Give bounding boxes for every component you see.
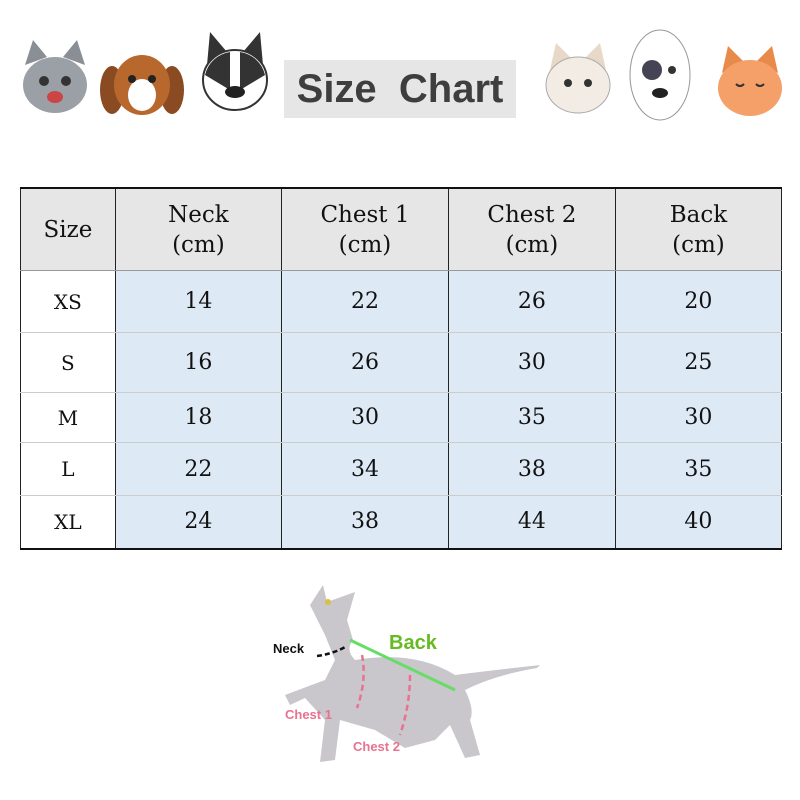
cartoon-pets-left bbox=[23, 32, 268, 115]
back-measure-line bbox=[349, 638, 456, 692]
chest-1-measure-line bbox=[355, 654, 365, 709]
cartoon-pets-right bbox=[545, 29, 782, 121]
table-header-row: Size Neck (cm) Chest 1 (cm) Chest 2 (cm)… bbox=[20, 187, 783, 271]
label-back: Back bbox=[389, 632, 438, 654]
cell-size: XS bbox=[20, 270, 116, 333]
pet-cartoon-banner bbox=[23, 29, 782, 121]
cell-chest-1: 30 bbox=[280, 392, 449, 443]
cell-chest-1: 26 bbox=[280, 332, 449, 393]
cell-chest-2: 30 bbox=[447, 332, 616, 393]
cell-back: 35 bbox=[614, 442, 783, 496]
cell-chest-2: 44 bbox=[447, 495, 616, 550]
cell-chest-2: 26 bbox=[447, 270, 616, 333]
cell-neck: 22 bbox=[114, 442, 282, 496]
cell-neck: 18 bbox=[114, 392, 282, 443]
size-chart-table: Size Neck (cm) Chest 1 (cm) Chest 2 (cm)… bbox=[20, 187, 783, 550]
cell-neck: 16 bbox=[114, 332, 282, 393]
label-neck: Neck bbox=[273, 641, 305, 656]
cell-chest-1: 38 bbox=[280, 495, 449, 550]
page-title: Size Chart bbox=[284, 60, 516, 118]
header-size: Size bbox=[20, 187, 116, 271]
chest-2-measure-line bbox=[398, 674, 412, 736]
cell-size: S bbox=[20, 332, 116, 393]
cell-size: M bbox=[20, 392, 116, 443]
header-chest-1: Chest 1 (cm) bbox=[280, 187, 449, 271]
neck-measure-line bbox=[316, 644, 348, 658]
cell-size: XL bbox=[20, 495, 116, 550]
table-row: XL 24 38 44 40 bbox=[20, 495, 783, 550]
cell-size: L bbox=[20, 442, 116, 496]
cell-back: 20 bbox=[614, 270, 783, 333]
cell-back: 30 bbox=[614, 392, 783, 443]
header-neck: Neck (cm) bbox=[114, 187, 282, 271]
header-chest-2: Chest 2 (cm) bbox=[447, 187, 616, 271]
label-chest-1: Chest 1 bbox=[285, 707, 332, 722]
cell-neck: 24 bbox=[114, 495, 282, 550]
cat-measurement-diagram: Neck Back Chest 1 Chest 2 bbox=[273, 585, 540, 762]
table-row: L 22 34 38 35 bbox=[20, 442, 783, 496]
cell-neck: 14 bbox=[114, 270, 282, 333]
cell-chest-2: 35 bbox=[447, 392, 616, 443]
table-row: M 18 30 35 30 bbox=[20, 392, 783, 443]
cell-back: 25 bbox=[614, 332, 783, 393]
cell-back: 40 bbox=[614, 495, 783, 550]
cell-chest-1: 34 bbox=[280, 442, 449, 496]
table-row: S 16 26 30 25 bbox=[20, 332, 783, 393]
label-chest-2: Chest 2 bbox=[353, 739, 400, 754]
table-row: XS 14 22 26 20 bbox=[20, 270, 783, 333]
sphynx-cat-illustration bbox=[285, 585, 540, 762]
cell-chest-2: 38 bbox=[447, 442, 616, 496]
cell-chest-1: 22 bbox=[280, 270, 449, 333]
header-back: Back (cm) bbox=[614, 187, 783, 271]
